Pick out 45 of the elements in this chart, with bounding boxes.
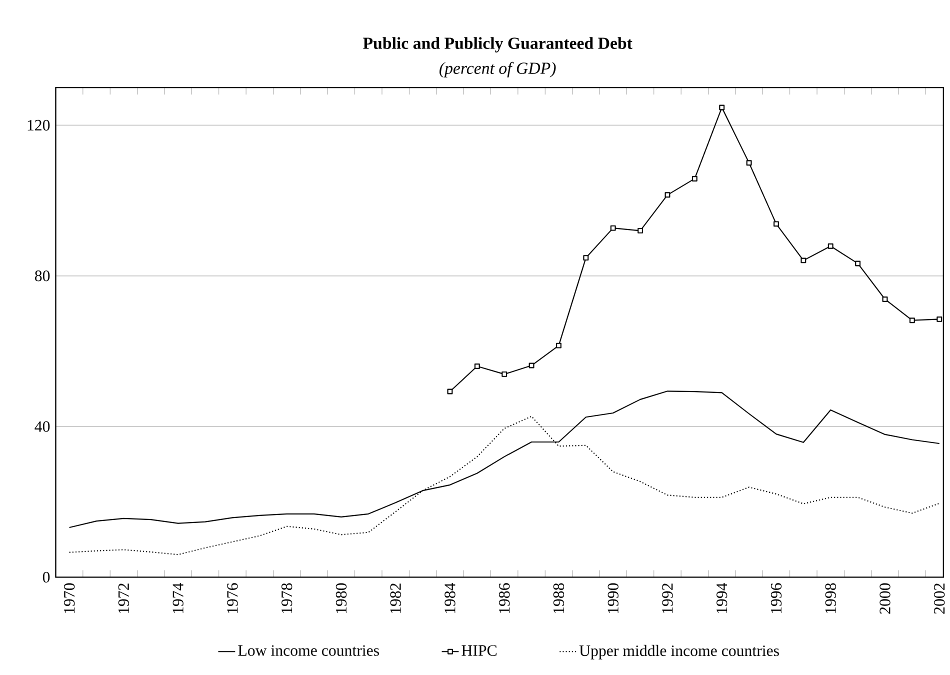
point bbox=[638, 228, 644, 234]
point bbox=[664, 192, 670, 198]
x-tick-label: 1988 bbox=[553, 583, 564, 614]
x-tick-label: 1980 bbox=[336, 583, 347, 614]
point bbox=[719, 104, 725, 110]
point bbox=[774, 221, 779, 227]
x-tick-label: 1998 bbox=[825, 583, 836, 614]
point bbox=[474, 364, 480, 370]
x-tick-label: 2000 bbox=[880, 583, 890, 614]
point bbox=[936, 316, 942, 322]
x-tick-label: 1990 bbox=[608, 583, 618, 614]
x-tick-label: 1982 bbox=[390, 584, 401, 614]
point bbox=[610, 225, 616, 231]
point bbox=[909, 318, 915, 324]
x-tick-label: 1996 bbox=[770, 583, 782, 614]
x-tick-label: 1986 bbox=[499, 583, 510, 614]
y-tick-label: 0 bbox=[42, 572, 50, 583]
x-tick-label: 1972 bbox=[118, 584, 130, 614]
y-tick-label: 40 bbox=[34, 421, 50, 432]
point bbox=[502, 372, 508, 378]
legend-label: HIPC bbox=[462, 645, 496, 656]
point bbox=[583, 255, 589, 261]
chart-subtitle: (percent of GDP) bbox=[440, 62, 556, 78]
point bbox=[447, 388, 453, 394]
x-tick-label: 1970 bbox=[64, 583, 75, 614]
x-tick-label: 1974 bbox=[172, 583, 184, 614]
point bbox=[746, 160, 752, 166]
x-tick-label: 1984 bbox=[444, 583, 456, 614]
point bbox=[556, 342, 562, 348]
point bbox=[692, 176, 698, 182]
y-tick-label: 80 bbox=[34, 270, 50, 282]
x-tick-label: 1978 bbox=[281, 583, 292, 614]
x-tick-label: 2002 bbox=[934, 584, 945, 614]
chart-title: Public and Publicly Guaranteed Debt bbox=[363, 37, 632, 53]
point bbox=[528, 362, 534, 368]
legend-label: Upper middle income countries bbox=[579, 645, 779, 660]
y-tick-label: 120 bbox=[28, 120, 50, 131]
point bbox=[882, 296, 888, 302]
legend-label: Low income countries bbox=[238, 645, 379, 656]
point bbox=[800, 258, 806, 264]
point bbox=[855, 260, 861, 266]
x-tick-label: 1994 bbox=[716, 583, 728, 614]
x-tick-label: 1992 bbox=[662, 584, 673, 614]
x-tick-label: 1976 bbox=[227, 583, 238, 614]
point bbox=[828, 244, 834, 249]
